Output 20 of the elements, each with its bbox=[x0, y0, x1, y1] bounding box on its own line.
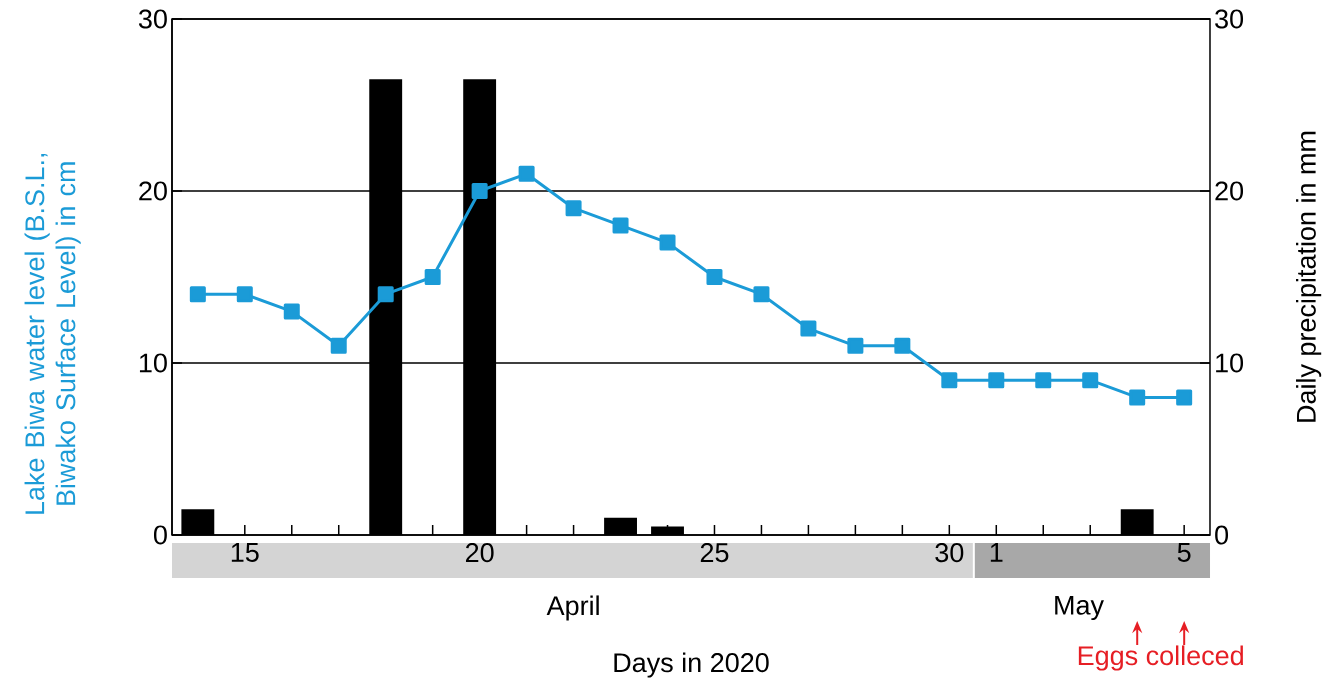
x-axis-title: Days in 2020 bbox=[614, 652, 769, 678]
y-axis-title: Lake Biwa water level (B.S.L., Biwako Surface Level) in cm bbox=[24, 153, 81, 514]
y-tick-label: 0 bbox=[153, 525, 167, 545]
y2-tick-label: 20 bbox=[1215, 181, 1244, 201]
y2-axis-title: Daily precipitation in mm bbox=[1296, 131, 1322, 422]
text: April bbox=[546, 595, 599, 621]
x-tick-label: 1 bbox=[990, 543, 1003, 562]
y2-tick-label: 0 bbox=[1215, 525, 1229, 545]
text: Eggs colleced bbox=[1078, 645, 1243, 671]
x-tick-label: 15 bbox=[231, 543, 259, 562]
x-tick-label: 25 bbox=[700, 543, 729, 563]
y-tick-label: 30 bbox=[138, 9, 167, 29]
text: May bbox=[1055, 595, 1104, 621]
y-tick-label: 10 bbox=[139, 353, 167, 373]
x-tick-label: 5 bbox=[1177, 543, 1191, 562]
x-tick-label: 30 bbox=[935, 543, 964, 563]
y-tick-label: 20 bbox=[139, 181, 167, 201]
x-tick-label: 20 bbox=[465, 543, 494, 563]
y2-tick-label: 10 bbox=[1216, 353, 1244, 373]
y2-tick-label: 30 bbox=[1215, 9, 1244, 29]
